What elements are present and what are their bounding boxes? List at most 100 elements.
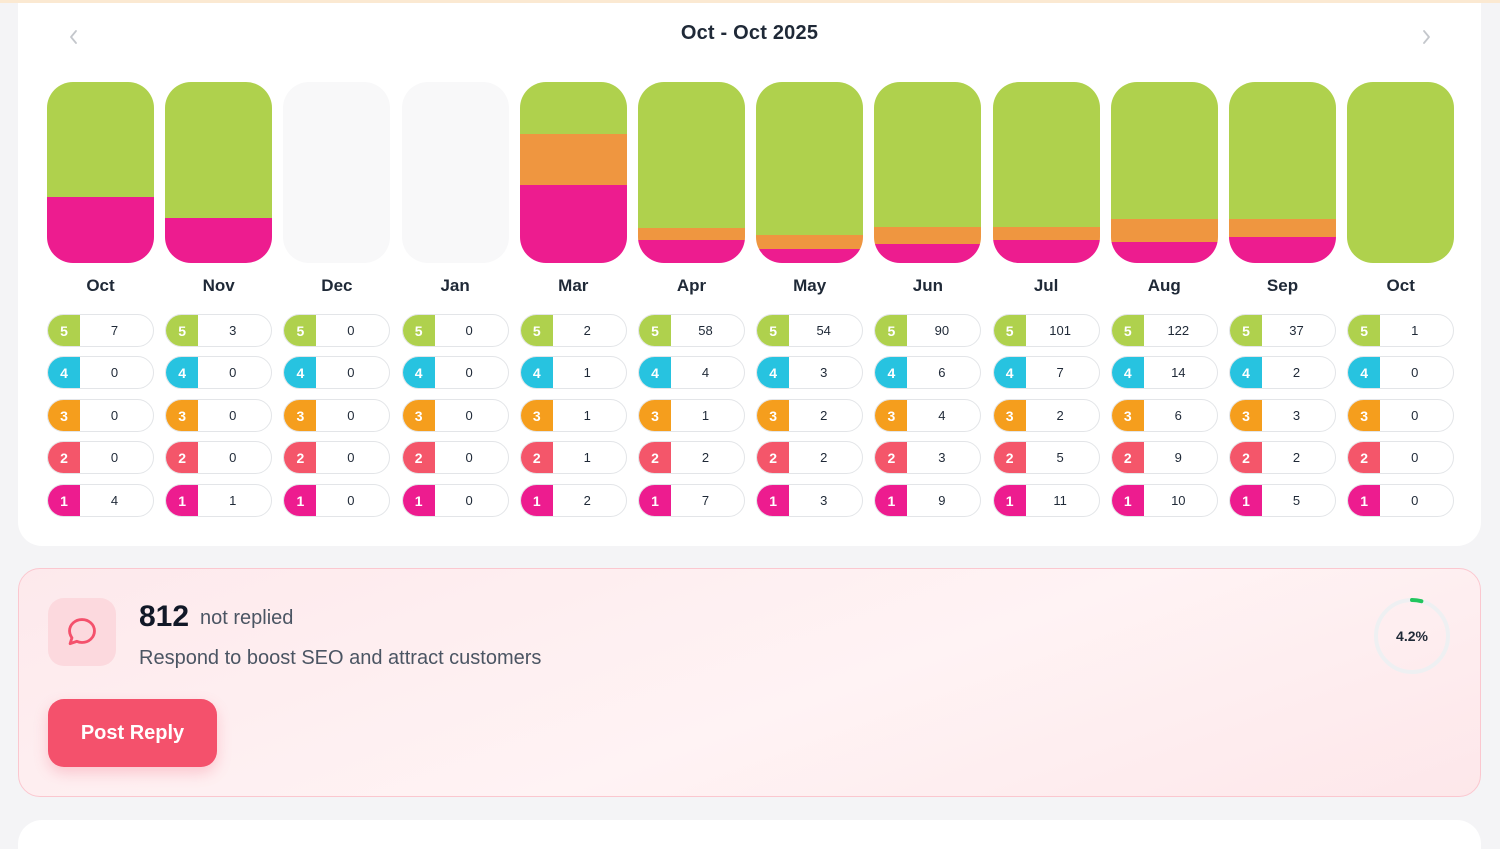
star-badge: 5 <box>757 315 790 346</box>
bar-segment-star5 <box>992 82 1100 228</box>
rating-count: 3 <box>938 450 946 465</box>
star-badge: 3 <box>639 400 671 431</box>
star-badge: 2 <box>166 442 199 473</box>
star-badge: 2 <box>1111 442 1144 473</box>
bar-segment-star1 <box>756 254 864 263</box>
rating-count-pill: 5 122 <box>1110 314 1218 347</box>
star-badge: 5 <box>639 315 671 346</box>
star-badge: 1 <box>166 485 199 516</box>
bar-segment-star5 <box>1110 82 1218 220</box>
rating-count: 7 <box>1056 365 1064 380</box>
previous-period-button[interactable] <box>62 25 86 49</box>
rating-count: 3 <box>820 493 828 508</box>
rating-count: 5 <box>1056 450 1064 465</box>
star-badge: 3 <box>402 400 435 431</box>
rating-count: 3 <box>229 323 237 338</box>
star-badge: 2 <box>520 442 553 473</box>
star-badge: 3 <box>757 400 790 431</box>
next-period-button[interactable] <box>1414 25 1438 49</box>
star-badge: 2 <box>757 442 790 473</box>
star-badge: 1 <box>639 485 671 516</box>
month-label: Mar <box>558 276 589 295</box>
bar-segment-star5 <box>1347 82 1455 263</box>
rating-count: 37 <box>1289 323 1304 338</box>
bar-segment-star4 <box>1229 218 1336 227</box>
month-label: Oct <box>86 276 115 295</box>
star-badge: 1 <box>757 485 790 516</box>
rating-count: 2 <box>1292 365 1301 380</box>
month-label: Oct <box>1386 276 1415 295</box>
rating-count-pill: 1 11 <box>992 484 1100 517</box>
star-badge: 4 <box>1111 357 1144 388</box>
rating-count-pill: 5 90 <box>874 314 982 347</box>
month-label: Nov <box>202 276 235 295</box>
bar-segment-star5 <box>519 82 627 134</box>
star-badge: 1 <box>520 485 553 516</box>
rating-count: 2 <box>583 323 591 338</box>
rating-count: 11 <box>1053 493 1067 508</box>
star-badge: 5 <box>1230 315 1262 346</box>
rating-count: 0 <box>347 323 355 338</box>
bar-segment-star4 <box>756 234 864 244</box>
bar-segment-star3 <box>1229 226 1336 238</box>
bar-segment-star5 <box>1229 82 1336 219</box>
bar-segment-star2 <box>874 243 982 249</box>
bar-sep-10 <box>1229 82 1336 263</box>
bar-segment-star3 <box>874 237 982 244</box>
rating-count: 7 <box>701 493 710 508</box>
rating-count: 0 <box>347 365 355 380</box>
bar-aug-9 <box>1110 82 1218 263</box>
star-badge: 1 <box>284 485 317 516</box>
bar-segment-star3 <box>1110 234 1218 242</box>
rating-count: 0 <box>347 493 355 508</box>
rating-count: 0 <box>347 408 355 423</box>
rating-count: 4 <box>110 493 119 508</box>
rating-count: 0 <box>465 323 473 338</box>
star-badge: 4 <box>520 357 553 388</box>
star-badge: 4 <box>1348 357 1381 388</box>
bar-segment-star3 <box>519 159 627 186</box>
bar-segment-star3 <box>638 237 745 241</box>
bar-segment-star2 <box>519 185 627 212</box>
rating-count: 0 <box>110 450 119 465</box>
bar-segment-star2 <box>1229 237 1336 245</box>
rating-count: 3 <box>1292 408 1301 423</box>
star-badge: 4 <box>993 357 1026 388</box>
star-badge: 3 <box>48 400 80 431</box>
bar-segment-star2 <box>638 240 745 246</box>
month-label: Jul <box>1033 276 1059 295</box>
month-label: Jun <box>912 276 943 295</box>
star-badge: 3 <box>1348 400 1381 431</box>
star-badge: 5 <box>402 315 435 346</box>
reply-rate-arc <box>1374 598 1450 674</box>
rating-count: 0 <box>1411 408 1419 423</box>
bar-segment-star1 <box>992 247 1100 263</box>
stacked-bar-chart: Oct 5 7 4 0 3 0 2 0 1 4 Nov 5 3 4 0 3 0 2 0 1 1 Dec 5 0 4 0 3 0 2 0 1 0 J… <box>18 3 1481 546</box>
post-reply-button[interactable]: Post Reply <box>48 699 217 767</box>
star-badge: 2 <box>284 442 317 473</box>
bar-segment-star4 <box>638 227 745 238</box>
bar-segment-star2 <box>992 240 1100 248</box>
star-badge: 5 <box>875 315 908 346</box>
star-badge: 1 <box>1348 485 1381 516</box>
reply-hint-text: Respond to boost SEO and attract custome… <box>139 647 542 669</box>
rating-count: 9 <box>1174 450 1182 465</box>
month-label: Sep <box>1266 276 1299 295</box>
